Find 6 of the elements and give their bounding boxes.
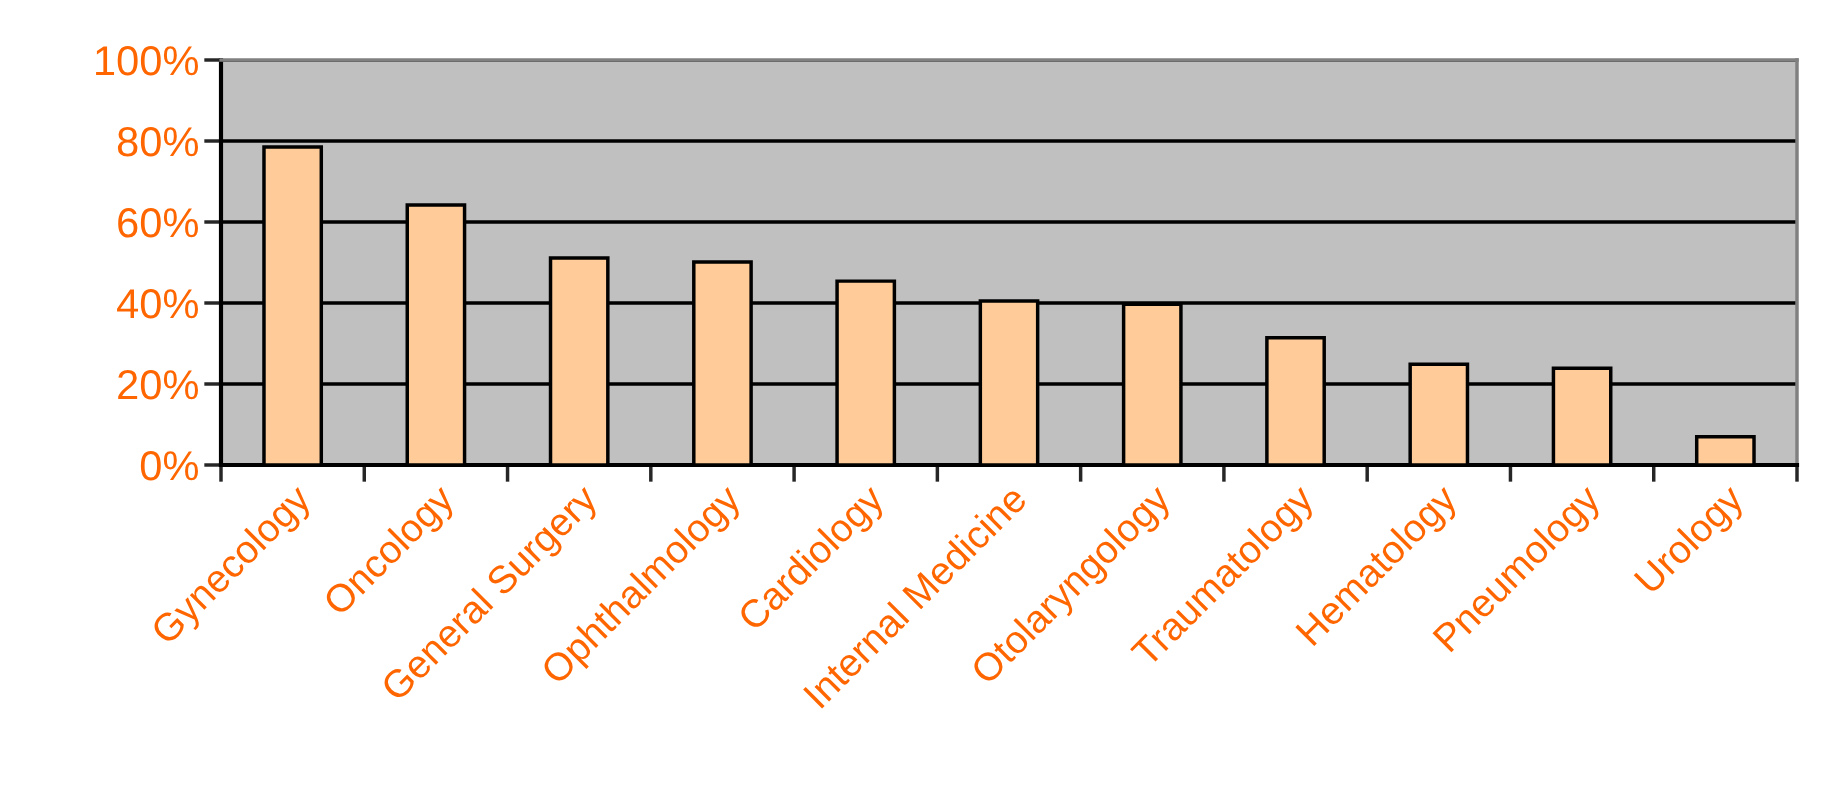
- y-tick-label: 0%: [140, 451, 198, 481]
- y-tick-label: 80%: [117, 127, 198, 157]
- y-tick-label: 20%: [118, 370, 198, 400]
- y-tick-label: 40%: [117, 289, 198, 319]
- y-tick-label: 60%: [118, 208, 198, 238]
- y-tick-label: 100%: [96, 46, 198, 76]
